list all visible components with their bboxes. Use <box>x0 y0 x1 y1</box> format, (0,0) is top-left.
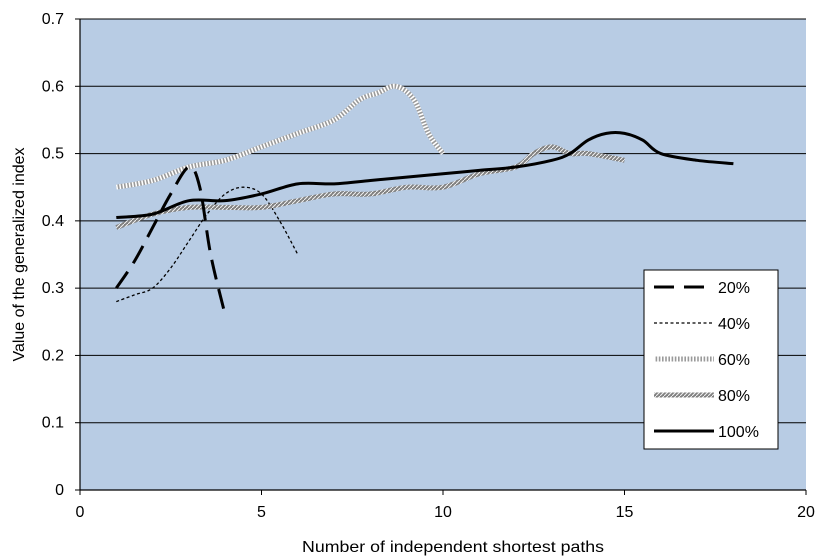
x-tick-label: 5 <box>257 504 266 521</box>
series-lines <box>115 83 734 316</box>
legend-label: 80% <box>718 388 750 405</box>
y-tick-label: 0.5 <box>42 146 64 163</box>
y-tick-label: 0.7 <box>42 11 64 28</box>
y-axis-title: Value of the generalized index <box>11 147 28 361</box>
series-line-100pct <box>116 131 734 219</box>
series-line-20pct <box>115 165 227 316</box>
y-tick-label: 0.2 <box>42 347 64 364</box>
x-tick-label: 10 <box>434 504 452 521</box>
y-tick-label: 0.6 <box>42 78 64 95</box>
x-tick-label: 0 <box>76 504 85 521</box>
x-axis-title: Number of independent shortest paths <box>302 539 604 556</box>
y-tick-label: 0.1 <box>42 415 64 432</box>
legend: 20% 40% 60% 80% 100% <box>643 269 779 450</box>
series-line-40pct <box>116 186 299 303</box>
axes <box>75 18 807 495</box>
x-tick-label: 15 <box>616 504 634 521</box>
tick-labels: 0 0.1 0.2 0.3 0.4 0.5 0.6 0.7 0 5 10 15 20 <box>42 11 815 521</box>
y-tick-label: 0.3 <box>42 280 64 297</box>
y-tick-label: 0.4 <box>42 213 64 230</box>
legend-label: 20% <box>718 280 750 297</box>
y-tick-label: 0 <box>55 482 64 499</box>
series-line-80pct <box>115 144 625 230</box>
legend-label: 40% <box>718 316 750 333</box>
legend-label: 60% <box>718 352 750 369</box>
legend-label: 100% <box>718 424 759 441</box>
gridlines <box>80 18 806 424</box>
x-tick-label: 20 <box>797 504 815 521</box>
series-line-60pct <box>115 83 446 190</box>
